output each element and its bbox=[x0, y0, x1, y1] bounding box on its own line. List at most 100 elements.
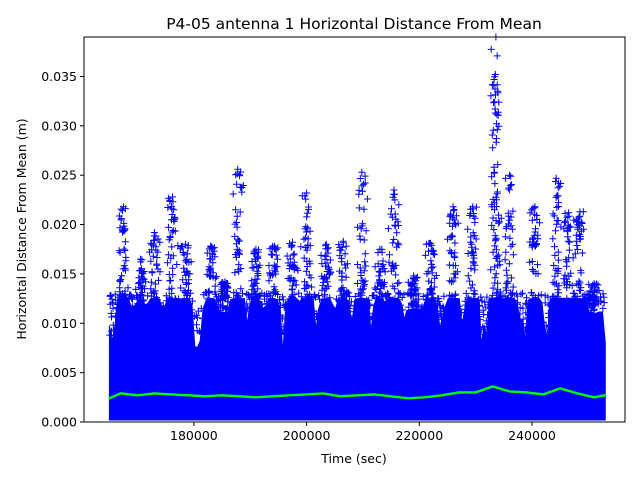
data-point bbox=[132, 310, 140, 318]
data-point bbox=[392, 261, 400, 269]
data-point bbox=[541, 299, 549, 307]
mean-line-point bbox=[220, 394, 224, 397]
data-point bbox=[525, 327, 532, 335]
data-point bbox=[428, 269, 436, 277]
data-point bbox=[586, 320, 594, 328]
data-point bbox=[452, 212, 460, 220]
data-point bbox=[551, 280, 559, 288]
data-point bbox=[151, 280, 159, 288]
spike-peak-point bbox=[252, 245, 260, 253]
spike-peak-point bbox=[358, 168, 366, 176]
data-point bbox=[386, 251, 393, 259]
data-point bbox=[251, 299, 259, 306]
data-point bbox=[519, 289, 526, 297]
data-point bbox=[180, 251, 188, 259]
data-point bbox=[116, 278, 124, 286]
data-point bbox=[467, 309, 475, 317]
data-point bbox=[357, 327, 365, 335]
data-point bbox=[567, 323, 575, 331]
data-point bbox=[338, 276, 346, 284]
data-point bbox=[189, 297, 197, 305]
data-point bbox=[116, 224, 124, 232]
data-point bbox=[567, 269, 575, 277]
data-point bbox=[177, 243, 185, 251]
data-point bbox=[153, 305, 161, 313]
data-point bbox=[358, 276, 366, 284]
data-point bbox=[121, 238, 129, 246]
data-point bbox=[303, 332, 311, 339]
data-point bbox=[573, 331, 581, 338]
data-point bbox=[234, 293, 242, 301]
spike-peak-point bbox=[565, 209, 573, 217]
data-point bbox=[470, 210, 478, 218]
data-point bbox=[493, 329, 500, 337]
data-point bbox=[471, 313, 479, 321]
data-point bbox=[235, 268, 243, 276]
data-point bbox=[530, 267, 538, 275]
data-point bbox=[451, 291, 459, 299]
data-point bbox=[475, 308, 483, 316]
data-point bbox=[232, 206, 239, 214]
data-point bbox=[486, 304, 494, 312]
data-point bbox=[152, 328, 160, 336]
data-point bbox=[361, 277, 369, 285]
data-point bbox=[156, 238, 164, 246]
data-point bbox=[304, 242, 312, 250]
data-point bbox=[324, 249, 332, 257]
data-point bbox=[491, 206, 498, 214]
data-point bbox=[490, 199, 498, 207]
data-point bbox=[560, 328, 568, 336]
data-point bbox=[393, 310, 401, 318]
data-point bbox=[502, 174, 510, 182]
data-point bbox=[120, 245, 128, 253]
data-point bbox=[334, 308, 342, 316]
data-point bbox=[495, 257, 503, 265]
data-point bbox=[390, 236, 398, 243]
data-point bbox=[490, 226, 498, 234]
data-point bbox=[166, 331, 174, 339]
data-point bbox=[138, 288, 146, 296]
data-point bbox=[448, 278, 455, 286]
data-point bbox=[307, 319, 315, 327]
data-point bbox=[125, 324, 133, 332]
mean-line-point bbox=[153, 392, 156, 395]
data-point bbox=[398, 294, 406, 301]
data-point bbox=[143, 324, 151, 332]
data-point bbox=[118, 272, 126, 280]
data-point bbox=[490, 163, 498, 171]
data-point bbox=[191, 312, 199, 320]
data-point bbox=[582, 324, 590, 332]
data-point bbox=[451, 317, 459, 325]
data-point bbox=[268, 312, 276, 320]
data-point bbox=[438, 316, 445, 324]
data-point bbox=[479, 323, 487, 331]
data-point bbox=[147, 257, 155, 265]
data-point bbox=[365, 321, 373, 329]
data-point bbox=[547, 321, 554, 329]
data-point bbox=[508, 225, 516, 233]
data-point bbox=[223, 287, 230, 295]
data-point bbox=[243, 300, 251, 308]
data-point bbox=[385, 258, 393, 266]
spike-peak-point bbox=[531, 203, 539, 211]
data-point bbox=[563, 213, 571, 221]
data-point bbox=[430, 247, 437, 255]
data-point bbox=[198, 328, 206, 336]
data-point bbox=[114, 301, 122, 308]
spike-peak-point bbox=[469, 203, 477, 211]
data-point bbox=[342, 273, 350, 281]
data-point bbox=[276, 295, 284, 303]
data-point bbox=[321, 285, 329, 293]
data-point bbox=[346, 323, 354, 331]
data-point bbox=[531, 320, 539, 328]
data-point bbox=[526, 209, 534, 217]
data-point bbox=[555, 289, 563, 297]
data-point bbox=[182, 271, 190, 279]
data-point bbox=[391, 190, 398, 198]
data-point bbox=[170, 217, 178, 225]
data-point bbox=[206, 324, 214, 332]
data-point bbox=[493, 317, 500, 325]
data-point bbox=[316, 295, 323, 303]
data-point bbox=[497, 325, 505, 333]
data-point bbox=[505, 325, 513, 333]
